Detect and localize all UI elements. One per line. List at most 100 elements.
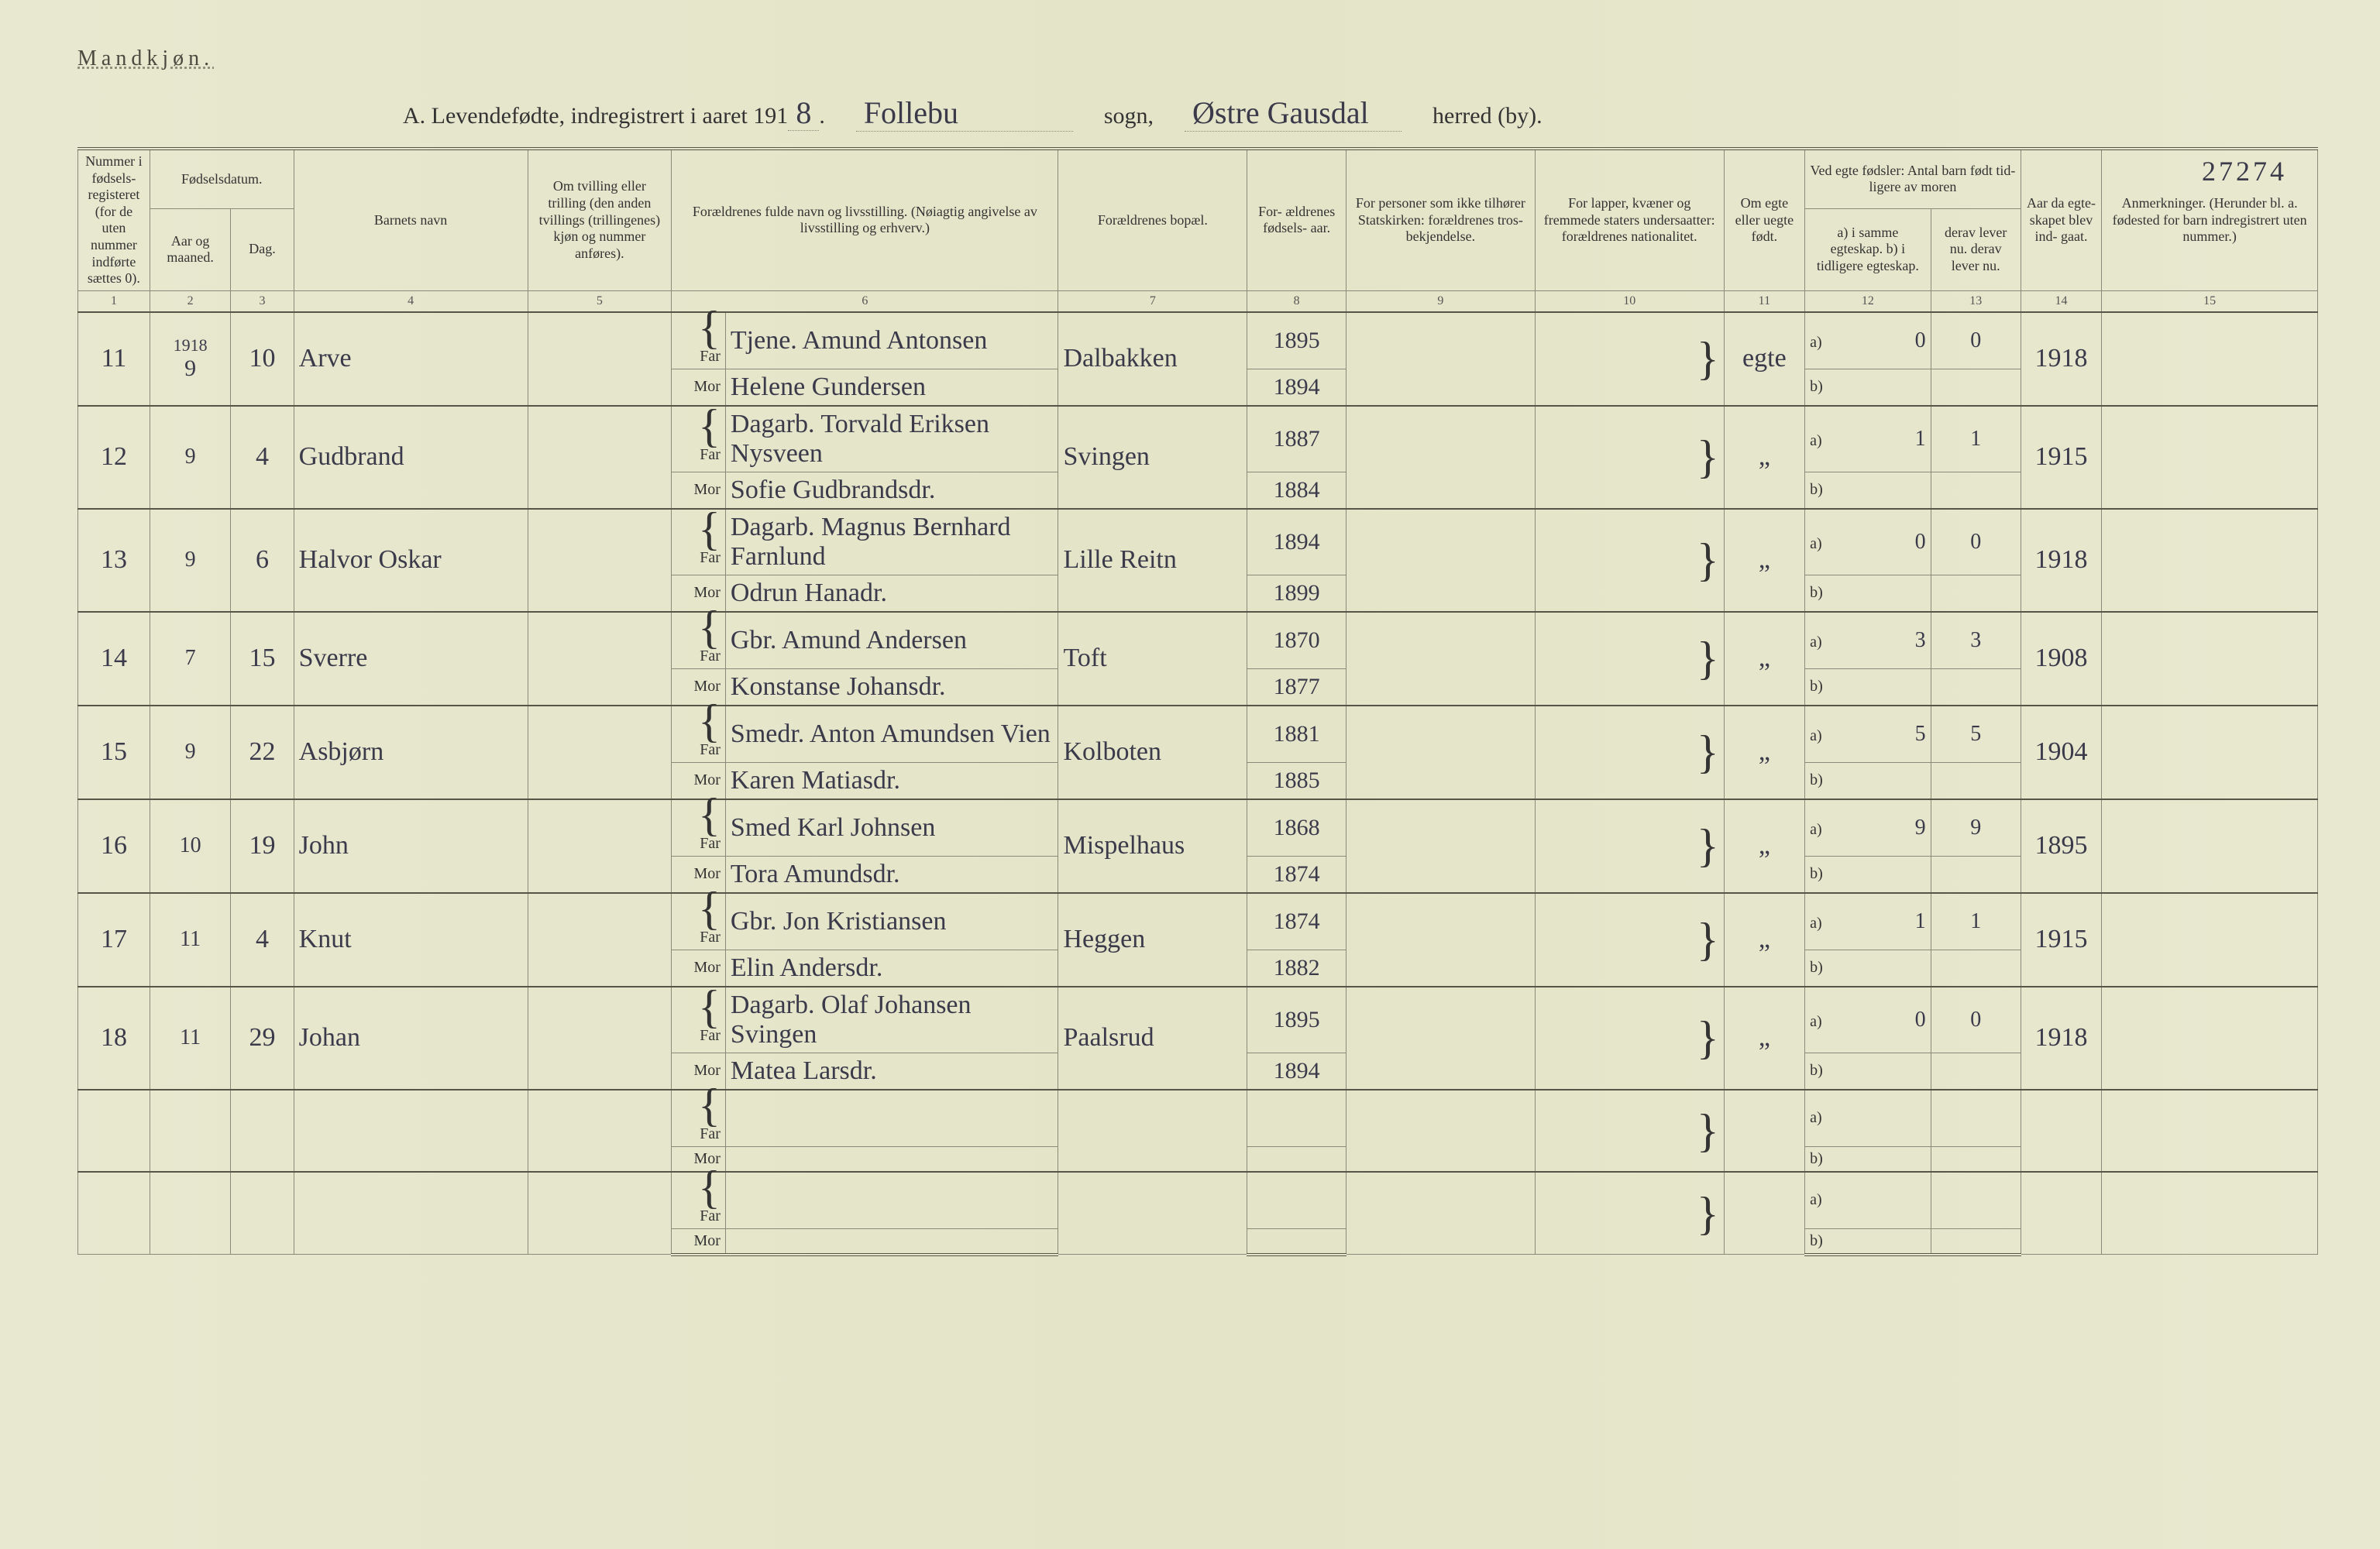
cell-count-a: a)0: [1805, 312, 1931, 369]
cell-number: 17: [78, 893, 150, 987]
col-9-head: For personer som ikke tilhører Statskirk…: [1346, 149, 1536, 290]
cell-number: 12: [78, 406, 150, 509]
cell-day: [231, 1090, 294, 1172]
table-row: 15 9 22 Asbjørn { Far Smedr. Anton Amund…: [78, 706, 2318, 763]
cell-residence: Svingen: [1058, 406, 1247, 509]
cell-alive-a: [1931, 1172, 2021, 1229]
col-7-head: Forældrenes bopæl.: [1058, 149, 1247, 290]
table-row: 12 9 4 Gudbrand { Far Dagarb. Torvald Er…: [78, 406, 2318, 472]
cell-twin: [528, 509, 672, 612]
cell-religion: [1346, 706, 1536, 799]
cell-marriage-year: [2021, 1172, 2101, 1255]
cell-father-year: 1868: [1247, 799, 1346, 857]
cell-mother-name: [725, 1228, 1058, 1255]
cell-child-name: Johan: [294, 987, 528, 1090]
cell-marriage-year: 1918: [2021, 987, 2101, 1090]
colnum: 1: [78, 290, 150, 312]
cell-father-year: 1895: [1247, 312, 1346, 369]
cell-father-year: [1247, 1090, 1346, 1147]
cell-father-year: 1895: [1247, 987, 1346, 1053]
sogn-handwritten: Follebu: [856, 94, 1073, 132]
cell-mother-year: 1874: [1247, 856, 1346, 893]
cell-month: 10: [150, 799, 230, 893]
colnum: 4: [294, 290, 528, 312]
cell-residence: Toft: [1058, 612, 1247, 706]
cell-religion: [1346, 987, 1536, 1090]
cell-count-a: a): [1805, 1090, 1931, 1147]
cell-remarks: [2102, 1172, 2318, 1255]
cell-alive-a: 0: [1931, 312, 2021, 369]
colnum: 5: [528, 290, 672, 312]
cell-day: [231, 1172, 294, 1255]
table-row: 13 9 6 Halvor Oskar { Far Dagarb. Magnus…: [78, 509, 2318, 575]
col-5-head: Om tvilling eller trilling (den anden tv…: [528, 149, 672, 290]
table-row: 11 19189 10 Arve { Far Tjene. Amund Anto…: [78, 312, 2318, 369]
cell-mother-name: Helene Gundersen: [725, 369, 1058, 406]
cell-mother-name: Karen Matiasdr.: [725, 762, 1058, 799]
cell-mother-year: [1247, 1228, 1346, 1255]
label-far: { Far: [672, 509, 726, 575]
cell-religion: [1346, 1090, 1536, 1172]
cell-day: 4: [231, 406, 294, 509]
cell-count-b: b): [1805, 856, 1931, 893]
col-14-head: Aar da egte- skapet blev ind- gaat.: [2021, 149, 2101, 290]
cell-remarks: [2102, 509, 2318, 612]
cell-count-a: a): [1805, 1172, 1931, 1229]
label-far: { Far: [672, 1090, 726, 1147]
colnum: 10: [1535, 290, 1724, 312]
cell-marriage-year: 1915: [2021, 406, 2101, 509]
cell-father-year: [1247, 1172, 1346, 1229]
cell-legitimacy: „: [1724, 893, 1804, 987]
cell-count-b: b): [1805, 762, 1931, 799]
cell-number: 15: [78, 706, 150, 799]
cell-alive-b: [1931, 1228, 2021, 1255]
cell-alive-b: [1931, 856, 2021, 893]
cell-marriage-year: 1918: [2021, 312, 2101, 406]
heading-gender: Mandkjøn.: [77, 46, 2318, 71]
cell-remarks: [2102, 312, 2318, 406]
col-2-head: Aar og maaned.: [150, 208, 230, 290]
cell-number: [78, 1090, 150, 1172]
cell-twin: [528, 312, 672, 406]
cell-nationality: }: [1535, 1090, 1724, 1172]
cell-month: 11: [150, 893, 230, 987]
cell-mother-name: Matea Larsdr.: [725, 1053, 1058, 1090]
cell-count-a: a)9: [1805, 799, 1931, 857]
cell-count-b: b): [1805, 472, 1931, 509]
cell-alive-b: [1931, 472, 2021, 509]
cell-alive-a: 9: [1931, 799, 2021, 857]
cell-father-name: Gbr. Amund Andersen: [725, 612, 1058, 669]
cell-father-name: Dagarb. Torvald Eriksen Nysveen: [725, 406, 1058, 472]
cell-twin: [528, 406, 672, 509]
cell-father-name: [725, 1172, 1058, 1229]
cell-twin: [528, 706, 672, 799]
colnum: 12: [1805, 290, 1931, 312]
cell-mother-year: 1884: [1247, 472, 1346, 509]
cell-remarks: [2102, 987, 2318, 1090]
cell-mother-year: 1877: [1247, 668, 1346, 706]
title-period: .: [819, 103, 825, 129]
colnum: 7: [1058, 290, 1247, 312]
herred-handwritten: Østre Gausdal: [1185, 94, 1402, 132]
cell-month: [150, 1172, 230, 1255]
cell-number: 11: [78, 312, 150, 406]
cell-mother-name: Odrun Hanadr.: [725, 575, 1058, 612]
cell-residence: Kolboten: [1058, 706, 1247, 799]
cell-marriage-year: [2021, 1090, 2101, 1172]
cell-father-year: 1894: [1247, 509, 1346, 575]
cell-remarks: [2102, 893, 2318, 987]
col-12-head: a) i samme egteskap. b) i tidligere egte…: [1805, 208, 1931, 290]
cell-count-a: a)0: [1805, 987, 1931, 1053]
cell-father-year: 1874: [1247, 893, 1346, 950]
cell-residence: [1058, 1090, 1247, 1172]
column-number-row: 1 2 3 4 5 6 7 8 9 10 11 12 13 14 15: [78, 290, 2318, 312]
cell-mother-name: [725, 1146, 1058, 1172]
label-sogn: sogn,: [1104, 103, 1154, 129]
cell-nationality: }: [1535, 893, 1724, 987]
cell-remarks: [2102, 706, 2318, 799]
cell-legitimacy: egte: [1724, 312, 1804, 406]
label-far: { Far: [672, 312, 726, 369]
cell-legitimacy: [1724, 1090, 1804, 1172]
cell-number: 14: [78, 612, 150, 706]
cell-mother-name: Konstanse Johansdr.: [725, 668, 1058, 706]
